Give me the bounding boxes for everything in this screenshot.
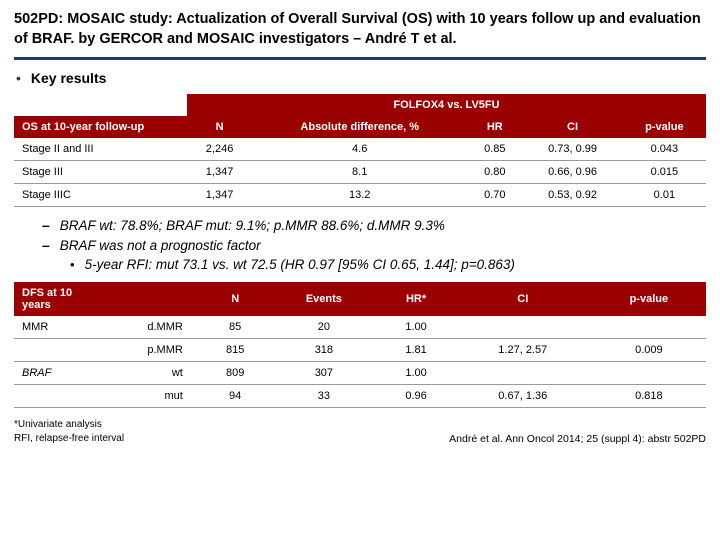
table-row: MMRd.MMR85201.00 bbox=[14, 316, 706, 339]
table-cell: Stage IIIC bbox=[14, 184, 187, 207]
table-header-cell: Events bbox=[270, 282, 379, 316]
table-header-cell: Absolute difference, % bbox=[252, 116, 467, 138]
table-cell: 4.6 bbox=[252, 138, 467, 161]
table-cell: p.MMR bbox=[104, 339, 201, 362]
table-group-header: FOLFOX4 vs. LV5FU bbox=[187, 94, 706, 116]
table-cell bbox=[14, 385, 104, 408]
footnote-line: *Univariate analysis bbox=[14, 418, 124, 432]
table-header-cell: CI bbox=[454, 282, 592, 316]
dash-icon: – bbox=[42, 217, 50, 233]
key-results-label: Key results bbox=[31, 70, 106, 86]
table-cell: 85 bbox=[201, 316, 270, 339]
table-cell: 13.2 bbox=[252, 184, 467, 207]
page-title: 502PD: MOSAIC study: Actualization of Ov… bbox=[14, 10, 706, 60]
sub-bullet: – BRAF was not a prognostic factor bbox=[42, 237, 706, 253]
table-cell: 0.009 bbox=[592, 339, 706, 362]
table-cell: MMR bbox=[14, 316, 104, 339]
table-cell: 20 bbox=[270, 316, 379, 339]
table-cell: 0.66, 0.96 bbox=[522, 161, 622, 184]
table-cell: 2,246 bbox=[187, 138, 252, 161]
table-cell: BRAF bbox=[14, 362, 104, 385]
table-cell bbox=[592, 316, 706, 339]
table-header-cell: N bbox=[187, 116, 252, 138]
table-row: p.MMR8153181.811.27, 2.570.009 bbox=[14, 339, 706, 362]
sub-bullet-text: BRAF wt: 78.8%; BRAF mut: 9.1%; p.MMR 88… bbox=[60, 218, 445, 233]
table-cell bbox=[454, 362, 592, 385]
sub-bullets-block: – BRAF wt: 78.8%; BRAF mut: 9.1%; p.MMR … bbox=[14, 217, 706, 272]
table-cell: Stage III bbox=[14, 161, 187, 184]
table-cell: 0.67, 1.36 bbox=[454, 385, 592, 408]
table-cell: 1,347 bbox=[187, 184, 252, 207]
table-header-cell: p-value bbox=[592, 282, 706, 316]
table-cell: 8.1 bbox=[252, 161, 467, 184]
sub-sub-bullet: • 5-year RFI: mut 73.1 vs. wt 72.5 (HR 0… bbox=[70, 257, 706, 272]
table-cell bbox=[454, 316, 592, 339]
table-cell: 0.70 bbox=[467, 184, 522, 207]
table-cell: 1.27, 2.57 bbox=[454, 339, 592, 362]
table-cell: wt bbox=[104, 362, 201, 385]
bullet-icon: • bbox=[16, 70, 21, 86]
table-cell: 0.80 bbox=[467, 161, 522, 184]
os-table: FOLFOX4 vs. LV5FUOS at 10-year follow-up… bbox=[14, 94, 706, 207]
dash-icon: – bbox=[42, 237, 50, 253]
table-row: BRAFwt8093071.00 bbox=[14, 362, 706, 385]
footnote-row: *Univariate analysis RFI, relapse-free i… bbox=[14, 418, 706, 445]
sub-bullet-text: BRAF was not a prognostic factor bbox=[60, 238, 261, 253]
table-cell: 1.81 bbox=[378, 339, 454, 362]
table-cell: 0.01 bbox=[623, 184, 706, 207]
table-header-cell: p-value bbox=[623, 116, 706, 138]
table-cell: 1,347 bbox=[187, 161, 252, 184]
table-row: mut94330.960.67, 1.360.818 bbox=[14, 385, 706, 408]
table-cell: 809 bbox=[201, 362, 270, 385]
table-cell: 0.85 bbox=[467, 138, 522, 161]
table-cell: 0.818 bbox=[592, 385, 706, 408]
table-cell: 0.015 bbox=[623, 161, 706, 184]
table-header-cell: CI bbox=[522, 116, 622, 138]
sub-sub-bullet-text: 5-year RFI: mut 73.1 vs. wt 72.5 (HR 0.9… bbox=[85, 257, 515, 272]
sub-bullet: – BRAF wt: 78.8%; BRAF mut: 9.1%; p.MMR … bbox=[42, 217, 706, 233]
table-cell: mut bbox=[104, 385, 201, 408]
table-cell: 0.043 bbox=[623, 138, 706, 161]
dfs-table: DFS at 10 yearsNEventsHR*CIp-valueMMRd.M… bbox=[14, 282, 706, 408]
table-cell: d.MMR bbox=[104, 316, 201, 339]
table-cell: 1.00 bbox=[378, 362, 454, 385]
table-header-cell bbox=[104, 282, 201, 316]
table-cell: 0.96 bbox=[378, 385, 454, 408]
table-cell: 94 bbox=[201, 385, 270, 408]
footnote-right: André et al. Ann Oncol 2014; 25 (suppl 4… bbox=[449, 433, 706, 445]
table-header-cell: N bbox=[201, 282, 270, 316]
bullet-icon: • bbox=[70, 257, 75, 272]
table-cell: Stage II and III bbox=[14, 138, 187, 161]
table-cell bbox=[14, 339, 104, 362]
table-header-cell: HR bbox=[467, 116, 522, 138]
table-header-cell: DFS at 10 years bbox=[14, 282, 104, 316]
table-row: Stage IIIC1,34713.20.700.53, 0.920.01 bbox=[14, 184, 706, 207]
table-cell: 815 bbox=[201, 339, 270, 362]
table-header-cell: HR* bbox=[378, 282, 454, 316]
table-cell bbox=[592, 362, 706, 385]
table-cell: 307 bbox=[270, 362, 379, 385]
key-results-bullet: • Key results bbox=[14, 70, 706, 86]
table-row: Stage III1,3478.10.800.66, 0.960.015 bbox=[14, 161, 706, 184]
table-row: Stage II and III2,2464.60.850.73, 0.990.… bbox=[14, 138, 706, 161]
table-cell: 0.53, 0.92 bbox=[522, 184, 622, 207]
table-header-cell: OS at 10-year follow-up bbox=[14, 116, 187, 138]
footnote-line: RFI, relapse-free interval bbox=[14, 432, 124, 446]
table-cell: 33 bbox=[270, 385, 379, 408]
table-cell: 318 bbox=[270, 339, 379, 362]
table-cell: 0.73, 0.99 bbox=[522, 138, 622, 161]
table-cell: 1.00 bbox=[378, 316, 454, 339]
footnote-left: *Univariate analysis RFI, relapse-free i… bbox=[14, 418, 124, 445]
